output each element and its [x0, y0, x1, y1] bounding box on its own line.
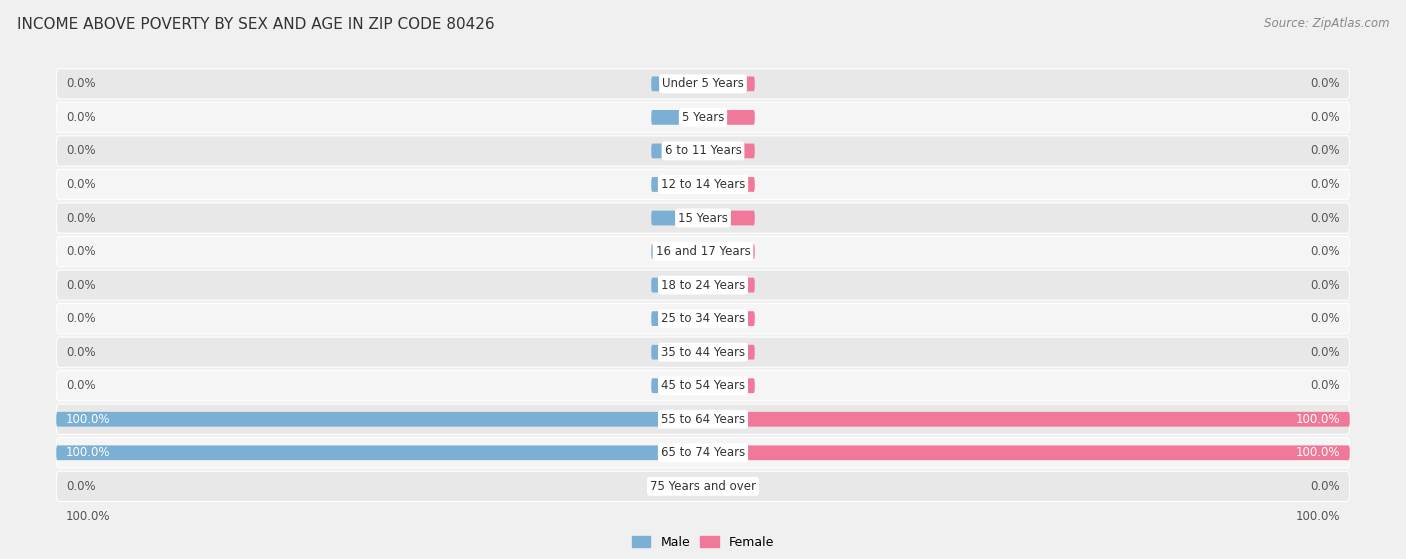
- FancyBboxPatch shape: [703, 479, 755, 494]
- Text: 65 to 74 Years: 65 to 74 Years: [661, 446, 745, 459]
- FancyBboxPatch shape: [56, 270, 1350, 300]
- FancyBboxPatch shape: [56, 136, 1350, 166]
- FancyBboxPatch shape: [703, 110, 755, 125]
- Text: 25 to 34 Years: 25 to 34 Years: [661, 312, 745, 325]
- FancyBboxPatch shape: [703, 446, 1350, 460]
- FancyBboxPatch shape: [703, 177, 755, 192]
- Text: 5 Years: 5 Years: [682, 111, 724, 124]
- Text: 0.0%: 0.0%: [1310, 111, 1340, 124]
- Text: 0.0%: 0.0%: [1310, 278, 1340, 292]
- Text: 35 to 44 Years: 35 to 44 Years: [661, 345, 745, 359]
- FancyBboxPatch shape: [56, 412, 703, 427]
- FancyBboxPatch shape: [651, 378, 703, 393]
- FancyBboxPatch shape: [56, 446, 703, 460]
- Text: 0.0%: 0.0%: [1310, 312, 1340, 325]
- Text: 15 Years: 15 Years: [678, 211, 728, 225]
- FancyBboxPatch shape: [703, 278, 755, 292]
- Text: 12 to 14 Years: 12 to 14 Years: [661, 178, 745, 191]
- FancyBboxPatch shape: [703, 77, 755, 91]
- Text: INCOME ABOVE POVERTY BY SEX AND AGE IN ZIP CODE 80426: INCOME ABOVE POVERTY BY SEX AND AGE IN Z…: [17, 17, 495, 32]
- Text: 16 and 17 Years: 16 and 17 Years: [655, 245, 751, 258]
- FancyBboxPatch shape: [56, 337, 1350, 367]
- FancyBboxPatch shape: [56, 69, 1350, 99]
- Text: 6 to 11 Years: 6 to 11 Years: [665, 144, 741, 158]
- Text: 0.0%: 0.0%: [66, 379, 96, 392]
- FancyBboxPatch shape: [56, 371, 1350, 401]
- FancyBboxPatch shape: [703, 378, 755, 393]
- Text: 0.0%: 0.0%: [66, 345, 96, 359]
- Text: 0.0%: 0.0%: [1310, 379, 1340, 392]
- FancyBboxPatch shape: [651, 177, 703, 192]
- Text: 75 Years and over: 75 Years and over: [650, 480, 756, 493]
- Text: 0.0%: 0.0%: [66, 312, 96, 325]
- FancyBboxPatch shape: [651, 479, 703, 494]
- FancyBboxPatch shape: [56, 102, 1350, 132]
- Text: 100.0%: 100.0%: [1295, 446, 1340, 459]
- Text: 0.0%: 0.0%: [1310, 345, 1340, 359]
- Text: 0.0%: 0.0%: [66, 111, 96, 124]
- Text: 0.0%: 0.0%: [1310, 211, 1340, 225]
- Text: 45 to 54 Years: 45 to 54 Years: [661, 379, 745, 392]
- Text: 0.0%: 0.0%: [66, 211, 96, 225]
- Legend: Male, Female: Male, Female: [627, 530, 779, 553]
- Text: 18 to 24 Years: 18 to 24 Years: [661, 278, 745, 292]
- FancyBboxPatch shape: [56, 236, 1350, 267]
- FancyBboxPatch shape: [56, 438, 1350, 468]
- Text: 100.0%: 100.0%: [1295, 510, 1340, 523]
- FancyBboxPatch shape: [703, 211, 755, 225]
- Text: 0.0%: 0.0%: [66, 77, 96, 91]
- Text: 100.0%: 100.0%: [66, 446, 111, 459]
- Text: 100.0%: 100.0%: [66, 413, 111, 426]
- FancyBboxPatch shape: [651, 278, 703, 292]
- FancyBboxPatch shape: [56, 304, 1350, 334]
- FancyBboxPatch shape: [56, 169, 1350, 200]
- FancyBboxPatch shape: [703, 144, 755, 158]
- FancyBboxPatch shape: [651, 211, 703, 225]
- Text: 0.0%: 0.0%: [66, 245, 96, 258]
- FancyBboxPatch shape: [703, 345, 755, 359]
- Text: 0.0%: 0.0%: [66, 178, 96, 191]
- FancyBboxPatch shape: [703, 311, 755, 326]
- FancyBboxPatch shape: [56, 203, 1350, 233]
- Text: 0.0%: 0.0%: [1310, 245, 1340, 258]
- Text: 0.0%: 0.0%: [66, 278, 96, 292]
- Text: Source: ZipAtlas.com: Source: ZipAtlas.com: [1264, 17, 1389, 30]
- Text: 55 to 64 Years: 55 to 64 Years: [661, 413, 745, 426]
- Text: 0.0%: 0.0%: [1310, 178, 1340, 191]
- FancyBboxPatch shape: [651, 110, 703, 125]
- FancyBboxPatch shape: [651, 77, 703, 91]
- FancyBboxPatch shape: [703, 412, 1350, 427]
- FancyBboxPatch shape: [651, 311, 703, 326]
- FancyBboxPatch shape: [651, 144, 703, 158]
- FancyBboxPatch shape: [651, 345, 703, 359]
- Text: Under 5 Years: Under 5 Years: [662, 77, 744, 91]
- Text: 100.0%: 100.0%: [66, 510, 111, 523]
- Text: 0.0%: 0.0%: [1310, 480, 1340, 493]
- FancyBboxPatch shape: [703, 244, 755, 259]
- FancyBboxPatch shape: [56, 471, 1350, 501]
- FancyBboxPatch shape: [56, 404, 1350, 434]
- Text: 0.0%: 0.0%: [1310, 77, 1340, 91]
- Text: 0.0%: 0.0%: [66, 144, 96, 158]
- FancyBboxPatch shape: [651, 244, 703, 259]
- Text: 0.0%: 0.0%: [66, 480, 96, 493]
- Text: 0.0%: 0.0%: [1310, 144, 1340, 158]
- Text: 100.0%: 100.0%: [1295, 413, 1340, 426]
